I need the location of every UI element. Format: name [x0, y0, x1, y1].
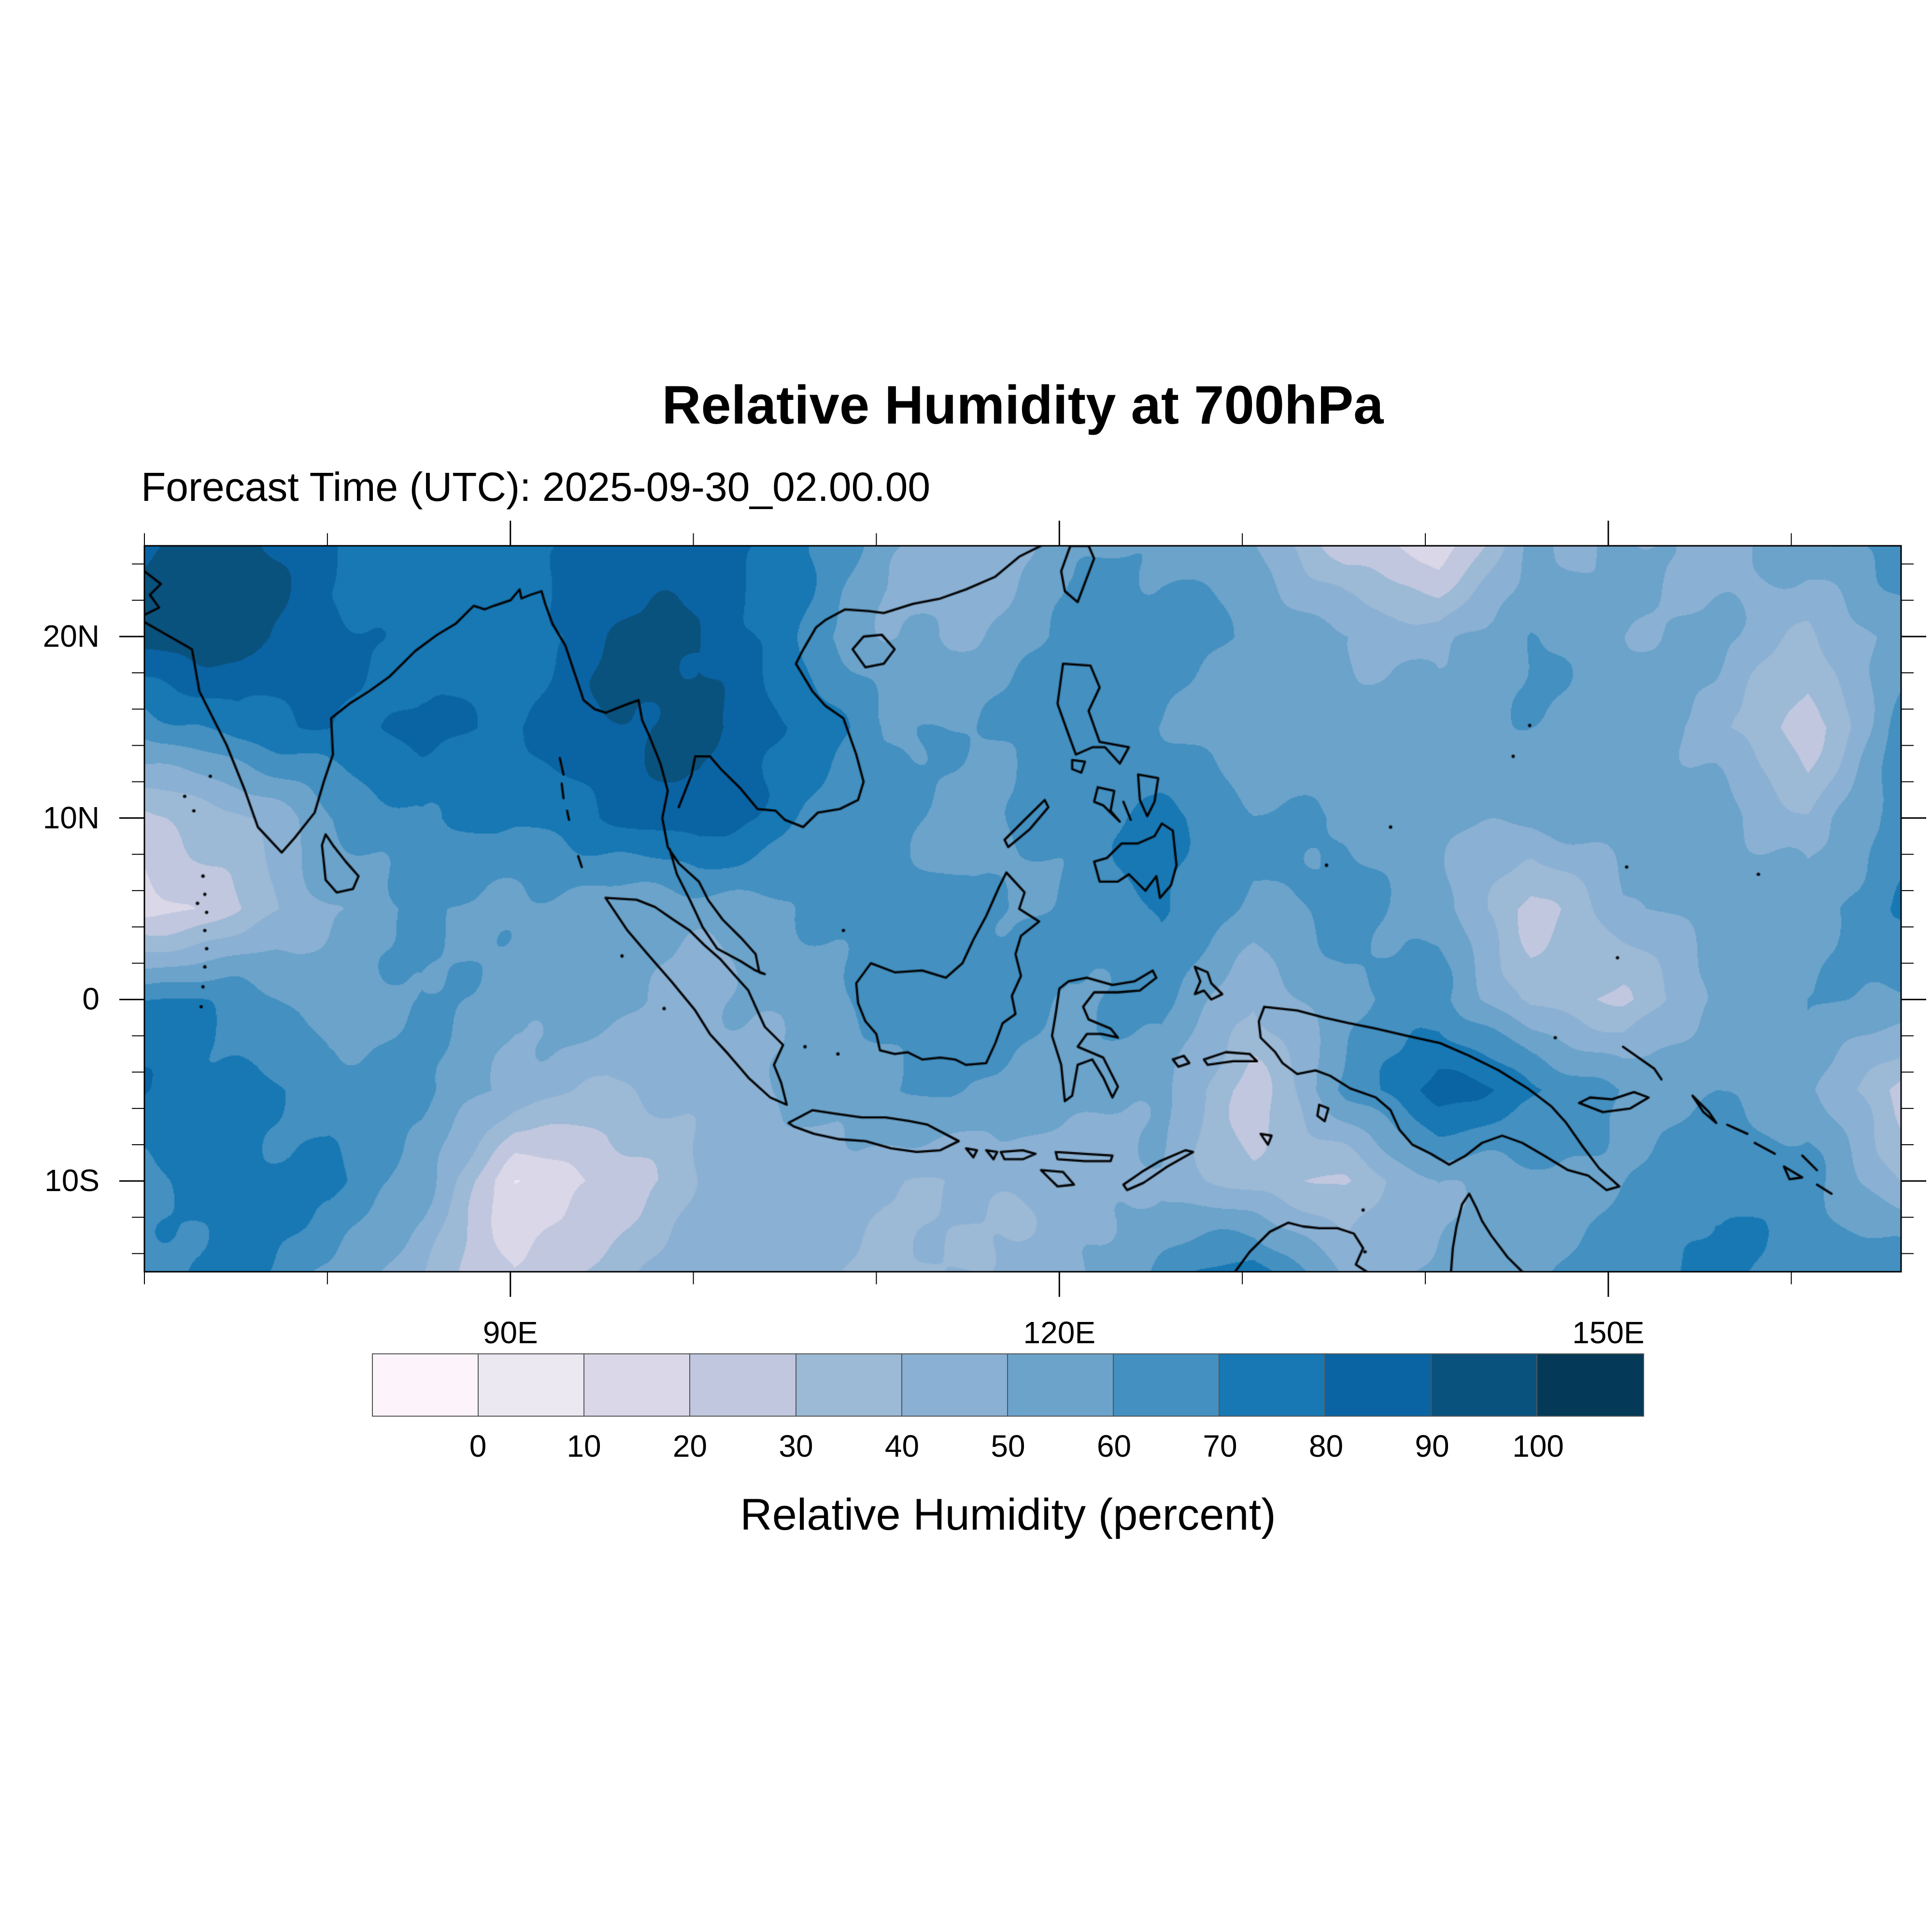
colorbar — [372, 1353, 1644, 1417]
colorbar-tick-label: 60 — [1096, 1429, 1132, 1463]
colorbar-title: Relative Humidity (percent) — [740, 1490, 1276, 1539]
colorbar-tick-label: 70 — [1203, 1429, 1237, 1463]
colorbar-swatch — [1537, 1354, 1643, 1416]
colorbar-tick-label: 100 — [1512, 1429, 1564, 1463]
colorbar-tick-label: 10 — [567, 1429, 601, 1463]
colorbar-swatch — [479, 1354, 585, 1416]
y-tick-label: 0 — [82, 981, 99, 1017]
colorbar-swatch — [796, 1354, 902, 1416]
y-tick-label: 10N — [43, 800, 99, 835]
colorbar-tick-label: 40 — [884, 1429, 920, 1463]
colorbar-swatch — [1114, 1354, 1220, 1416]
y-tick-label: 10S — [44, 1163, 99, 1198]
colorbar-tick-label: 50 — [991, 1429, 1025, 1463]
colorbar-swatch — [1220, 1354, 1326, 1416]
colorbar-swatch — [373, 1354, 479, 1416]
forecast-time-label: Forecast Time (UTC): 2025-09-30_02.00.00 — [141, 464, 931, 510]
x-tick-label: 90E — [483, 1315, 538, 1350]
x-tick-label: 150E — [1572, 1315, 1645, 1350]
colorbar-swatch — [1325, 1354, 1432, 1416]
colorbar-swatch — [690, 1354, 796, 1416]
page-title: Relative Humidity at 700hPa — [662, 375, 1384, 435]
x-tick-label: 120E — [1023, 1315, 1095, 1350]
colorbar-tick-label: 80 — [1308, 1429, 1344, 1463]
humidity-contour-field — [144, 546, 1901, 1272]
colorbar-tick-label: 30 — [779, 1429, 813, 1463]
colorbar-tick-label: 90 — [1415, 1429, 1449, 1463]
colorbar-swatch — [902, 1354, 1008, 1416]
y-tick-label: 20N — [43, 618, 99, 653]
colorbar-swatch — [584, 1354, 691, 1416]
colorbar-tick-label: 0 — [469, 1429, 487, 1463]
colorbar-tick-label: 20 — [672, 1429, 708, 1463]
map-plot-area — [144, 546, 1901, 1272]
colorbar-swatch — [1431, 1354, 1537, 1416]
colorbar-swatch — [1008, 1354, 1114, 1416]
